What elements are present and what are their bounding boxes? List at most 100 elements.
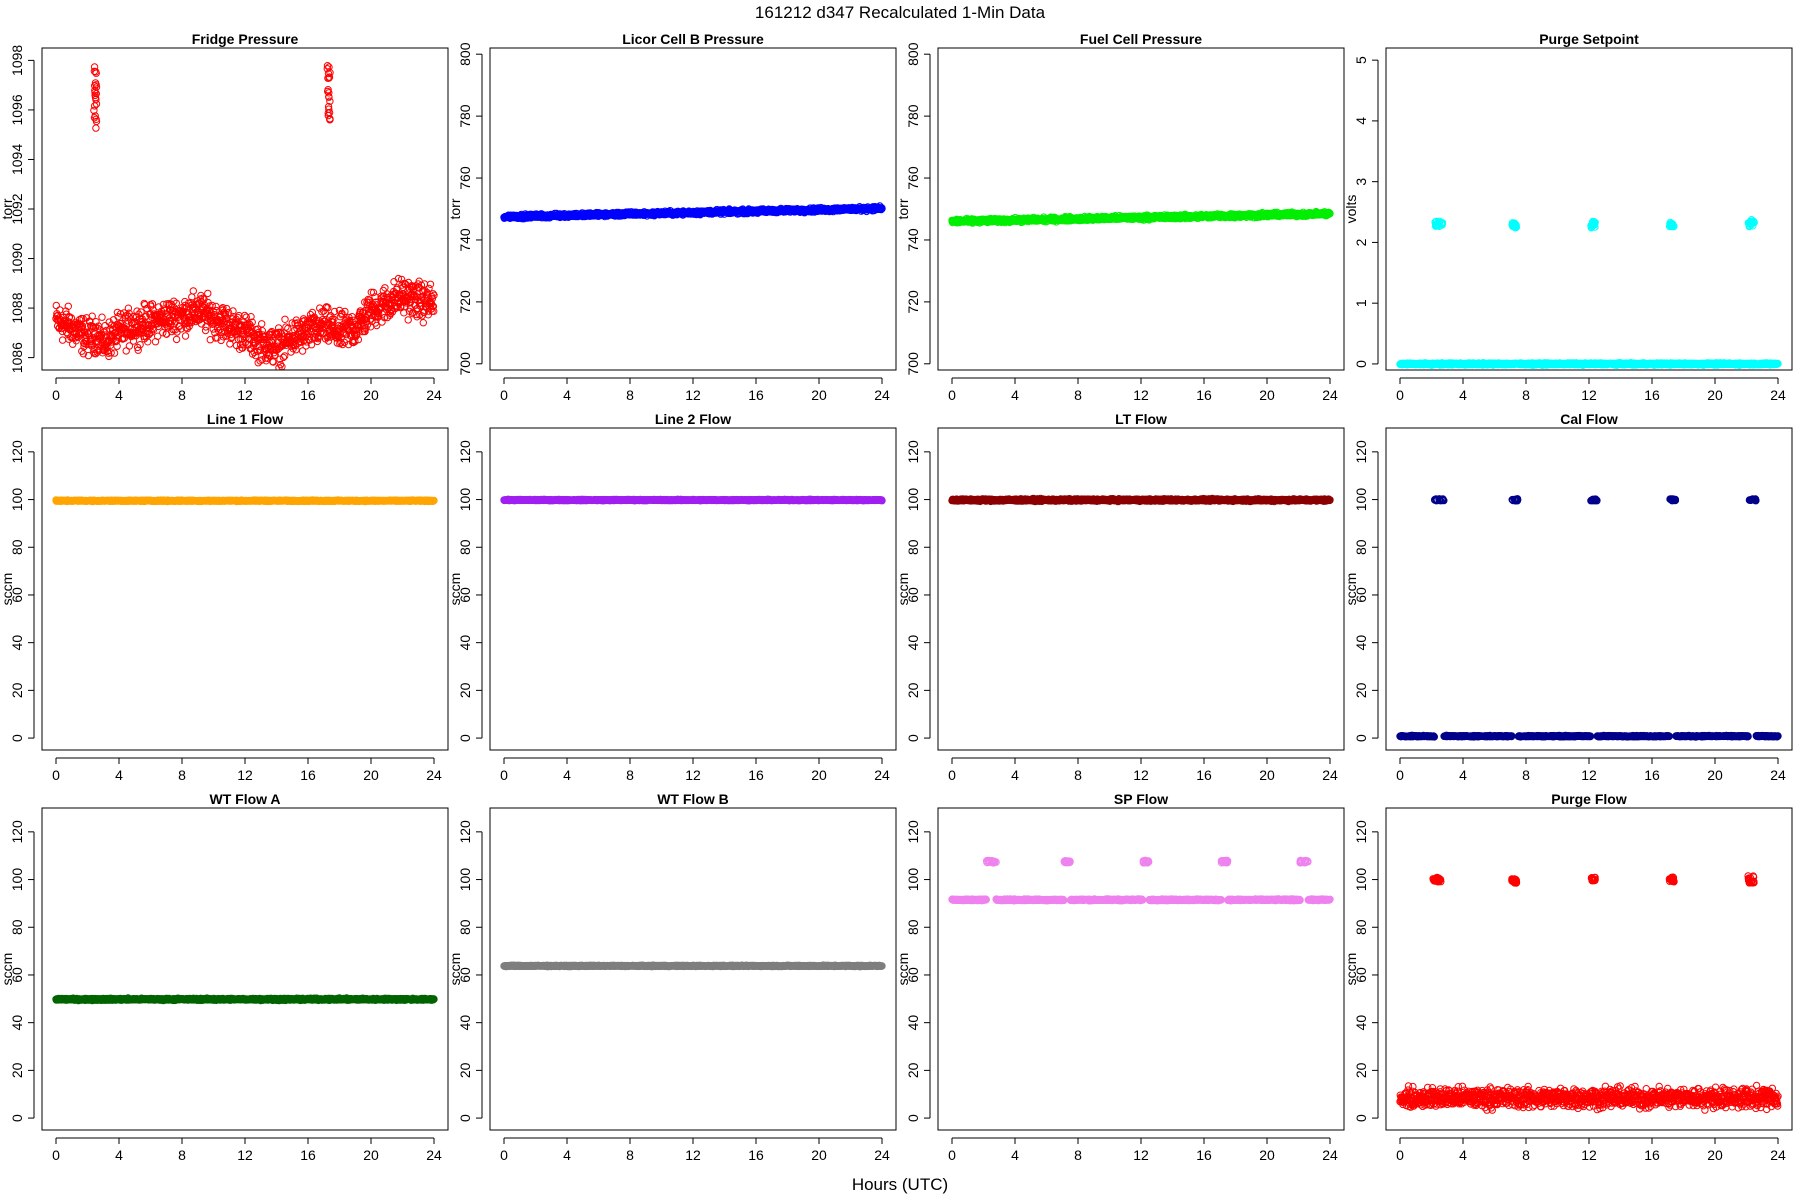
data-point [212,302,220,311]
data-point [324,111,332,120]
data-point [125,313,133,321]
data-point [1432,221,1441,230]
data-point [275,324,283,332]
panel-title: Licor Cell B Pressure [622,31,764,47]
data-point [95,346,103,355]
data-point [154,332,162,340]
x-tick-label: 24 [426,387,442,403]
data-point [235,311,243,320]
data-point [181,332,190,340]
data-point [137,308,145,316]
data-point [369,288,378,297]
data-point [199,294,207,302]
data-point [257,346,265,354]
data-point [91,112,99,120]
x-tick-label: 0 [948,387,956,403]
x-tick-label: 4 [1011,387,1019,403]
data-point [219,304,227,312]
data-point [242,313,251,321]
data-point [206,336,215,344]
data-point [282,323,290,331]
data-point [216,325,225,333]
data-point [286,332,294,340]
x-tick-label: 16 [748,387,764,403]
data-point [279,353,288,362]
data-point [1438,221,1446,229]
data-point [107,349,115,357]
data-point [425,284,433,293]
data-point [124,304,133,312]
y-tick-label: 700 [457,352,473,376]
data-point [65,335,73,343]
data-point [242,334,250,342]
data-point [52,301,60,310]
data-point [340,338,349,347]
y-axis-label: torr [0,198,15,219]
data-point [125,342,134,350]
data-point [145,329,154,338]
y-tick-label: 1098 [9,45,25,76]
x-tick-label: 0 [500,387,508,403]
data-point [323,65,331,73]
data-point [234,313,242,322]
data-point [239,341,247,349]
data-point [281,315,289,323]
data-point [274,342,282,350]
data-point [226,340,234,348]
y-tick-label: 1090 [9,243,25,274]
y-axis-label: torr [447,198,463,219]
data-point [324,109,332,117]
data-point [324,69,333,78]
data-point [248,318,256,326]
data-point [172,299,181,307]
data-point [229,307,237,315]
data-point [113,342,121,350]
data-point [65,313,74,321]
y-tick-label: 1088 [9,292,25,323]
data-point [429,302,438,311]
data-point [223,304,231,313]
x-tick-label: 24 [874,387,890,403]
data-point [386,309,395,318]
data-point [167,327,176,336]
data-point [430,307,438,315]
data-point [313,337,322,346]
x-tick-label: 8 [1074,387,1082,403]
data-point [421,286,429,295]
y-tick-label: 740 [457,228,473,252]
data-point [305,333,313,341]
data-point [92,124,100,132]
x-tick-label: 16 [1196,387,1212,403]
data-point [204,289,212,298]
data-point [298,347,307,355]
data-point [326,97,334,105]
data-point [351,337,359,346]
data-point [325,92,333,101]
figure-title: 161212 d347 Recalculated 1-Min Data [755,3,1046,22]
data-point [276,360,285,369]
plot-frame [489,47,897,371]
data-point [325,89,333,97]
y-tick-label: 1086 [9,342,25,373]
data-point [324,86,332,94]
data-point [307,341,316,349]
data-point [104,339,112,347]
data-point [215,318,223,326]
data-point [189,287,198,295]
data-point [92,95,100,104]
data-point [429,290,437,298]
data-point [357,313,366,321]
data-point [324,337,333,345]
data-point [344,340,353,349]
data-point [361,327,369,336]
data-point [336,313,345,321]
panel-title: Fuel Cell Pressure [1080,31,1202,47]
data-point [354,335,363,344]
data-point [91,79,100,87]
y-tick-label: 1092 [9,193,25,224]
data-point [1433,220,1442,229]
x-tick-label: 4 [563,387,571,403]
data-point [55,314,63,322]
